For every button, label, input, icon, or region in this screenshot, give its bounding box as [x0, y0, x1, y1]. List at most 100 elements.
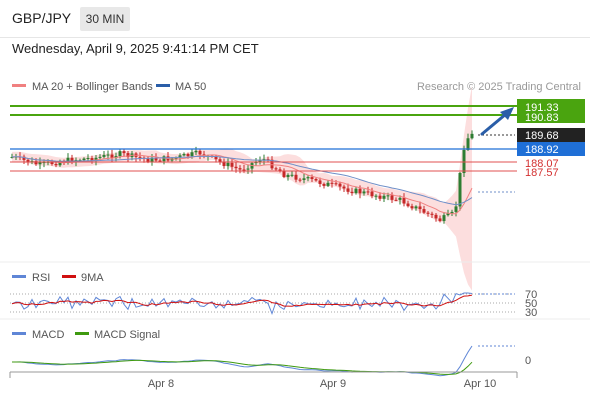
ma50-line — [11, 155, 473, 206]
candle-body — [190, 152, 194, 157]
macd-legend-label: MACD — [32, 329, 64, 341]
candle-body — [146, 158, 150, 162]
candle-body — [10, 156, 14, 158]
candle-body — [58, 161, 62, 166]
candle-body — [126, 153, 130, 158]
candle-body — [42, 162, 46, 164]
candle-body — [306, 177, 310, 179]
candle-body — [290, 174, 294, 176]
candle-body — [218, 159, 222, 162]
candle-body — [354, 188, 358, 194]
candle-body — [26, 159, 30, 163]
candles — [10, 130, 474, 224]
candle-body — [450, 211, 454, 214]
macd-zero-label: 0 — [525, 355, 531, 367]
rsi-50-label: 50 — [525, 298, 537, 310]
candle-body — [398, 197, 402, 200]
rsi-30-label: 30 — [525, 307, 537, 319]
support-1-label: 188.07 — [525, 158, 559, 170]
candle-body — [282, 171, 286, 178]
candle-body — [390, 195, 394, 200]
candle-body — [34, 161, 38, 165]
candle-body — [222, 161, 226, 167]
candle-body — [382, 195, 386, 199]
candle-body — [430, 213, 434, 215]
candle-body — [330, 182, 334, 184]
resistance-2-label: 190.83 — [525, 112, 559, 124]
candle-body — [378, 195, 382, 199]
macd-signal-legend-label: MACD Signal — [94, 329, 160, 341]
candle-body — [70, 157, 74, 163]
rsi-ma-legend-label: 9MA — [81, 272, 104, 284]
candle-body — [198, 150, 202, 155]
candle-body — [362, 191, 366, 194]
bollinger-band — [12, 85, 472, 291]
candle-body — [386, 195, 390, 197]
candle-body — [406, 203, 410, 207]
candle-body — [242, 169, 246, 171]
forecast-arrow — [480, 107, 514, 136]
pivot-label-box — [517, 128, 585, 142]
candle-body — [246, 168, 250, 170]
candle-body — [426, 212, 430, 214]
candle-body — [310, 177, 314, 180]
candle-body — [446, 213, 450, 216]
ma20-legend-label: MA 20 + Bollinger Bands — [32, 81, 153, 93]
candle-body — [178, 155, 182, 158]
timeframe-button[interactable]: 30 MIN — [80, 7, 130, 31]
support-2-label: 187.57 — [525, 167, 559, 179]
candle-body — [326, 182, 330, 186]
candle-body — [230, 162, 234, 167]
candle-body — [414, 206, 418, 209]
candle-body — [298, 179, 302, 181]
last-price-label: 188.92 — [525, 144, 559, 156]
candle-body — [50, 161, 54, 165]
candle-body — [470, 133, 474, 139]
candle-body — [366, 191, 370, 193]
candle-body — [98, 156, 102, 158]
candle-body — [434, 214, 438, 219]
last-price-label-box — [517, 142, 585, 156]
candle-body — [150, 157, 154, 162]
candle-body — [122, 151, 126, 154]
candle-body — [410, 206, 414, 209]
candle-body — [438, 218, 442, 221]
candle-body — [162, 156, 166, 162]
candle-body — [110, 154, 114, 159]
candle-body — [458, 173, 462, 207]
chart-header: GBP/JPY 30 MIN — [0, 0, 590, 38]
candle-body — [238, 168, 242, 170]
candle-body — [462, 149, 466, 174]
candle-body — [454, 206, 458, 212]
candle-body — [374, 195, 378, 197]
candle-body — [322, 183, 326, 186]
candle-body — [194, 150, 198, 153]
ma50-legend-label: MA 50 — [175, 81, 206, 93]
candle-body — [270, 159, 274, 169]
candle-body — [154, 157, 158, 161]
candle-body — [38, 162, 42, 165]
candle-body — [118, 151, 122, 157]
candle-body — [234, 166, 238, 169]
candle-body — [338, 183, 342, 187]
candle-body — [294, 174, 298, 180]
candle-body — [286, 174, 290, 178]
pivot-label: 189.68 — [525, 130, 559, 142]
x-tick-apr10: Apr 10 — [464, 378, 496, 390]
candle-body — [182, 154, 186, 156]
candle-body — [138, 156, 142, 158]
candle-body — [370, 191, 374, 197]
rsi-ma-line — [11, 294, 473, 307]
candle-body — [66, 157, 70, 163]
candle-body — [418, 206, 422, 210]
candle-body — [106, 154, 110, 156]
candle-body — [158, 160, 162, 162]
candle-body — [358, 188, 362, 194]
ma20-legend-swatch — [12, 84, 26, 87]
candle-body — [342, 186, 346, 189]
credit-label: Research © 2025 Trading Central — [417, 81, 581, 93]
price-plot — [10, 85, 515, 291]
resistance-1-label: 191.33 — [525, 102, 559, 114]
resistance-label-box — [517, 99, 585, 123]
